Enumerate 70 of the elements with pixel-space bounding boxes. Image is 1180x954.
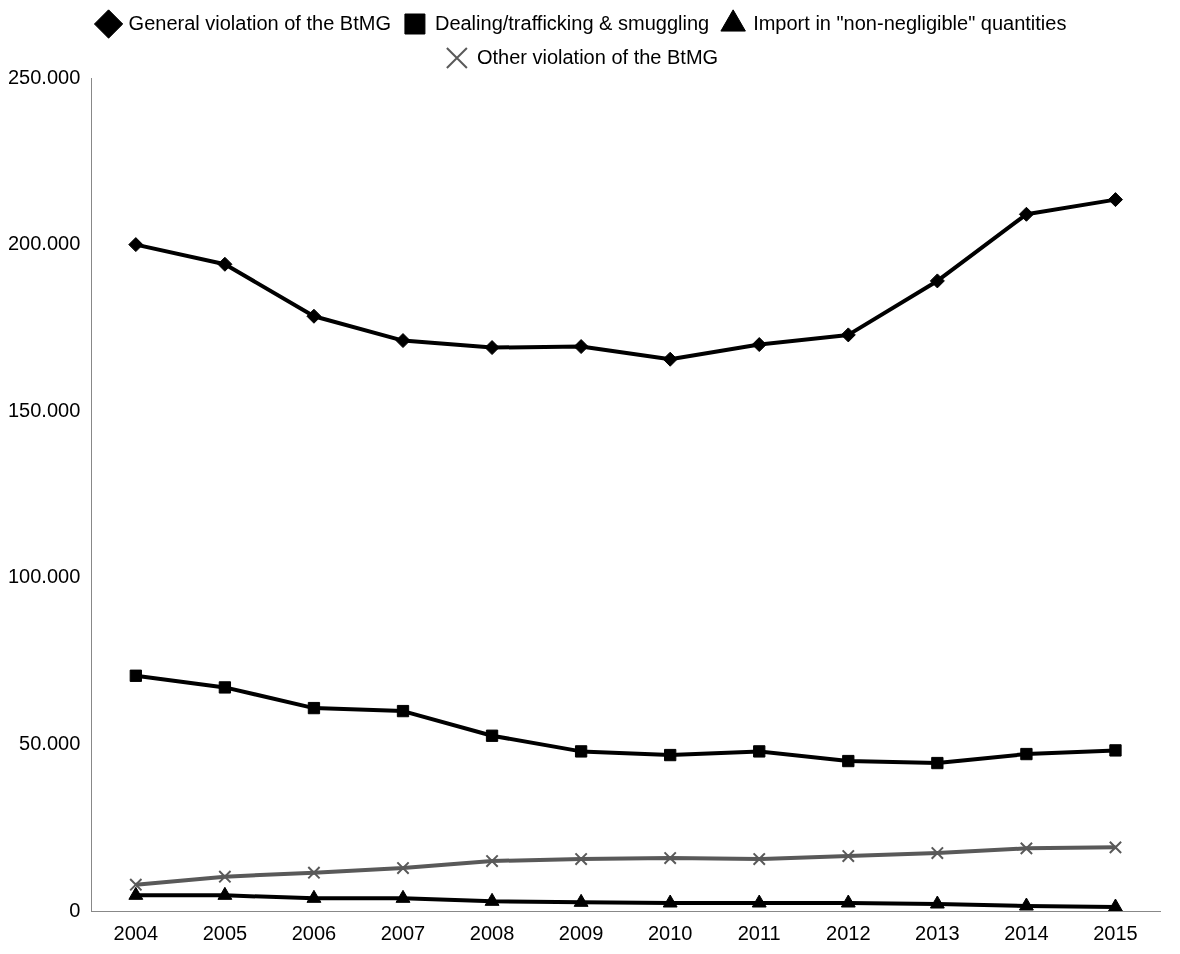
- point: [1109, 744, 1122, 757]
- point: [929, 895, 945, 909]
- point: [217, 886, 233, 900]
- x-tick-label: 2010: [647, 921, 693, 944]
- point: [1020, 747, 1033, 761]
- x-tick-label: 2011: [737, 921, 781, 944]
- point: [1108, 898, 1123, 911]
- x-tick-label: 2007: [380, 921, 426, 944]
- point: [307, 701, 321, 715]
- y-tick-label: 200.000: [8, 232, 81, 255]
- legend-label: Import in "non-negligible" quantities: [753, 11, 1067, 34]
- legend-label: General violation of the BtMG: [128, 11, 391, 34]
- point: [395, 333, 411, 349]
- x-tick-label: 2014: [1004, 921, 1049, 944]
- point: [307, 866, 321, 880]
- point: [662, 894, 678, 908]
- point: [574, 745, 588, 758]
- x-tick-label: 2004: [113, 921, 159, 944]
- point: [128, 886, 144, 900]
- point: [573, 893, 589, 907]
- legend-label: Dealing/trafficking & smuggling: [434, 11, 710, 34]
- point: [751, 337, 767, 353]
- legend-label: Other violation of the BtMG: [476, 45, 719, 68]
- point: [217, 256, 233, 272]
- y-tick-label: 50.000: [19, 731, 81, 754]
- point: [842, 754, 855, 768]
- x-tick-label: 2006: [291, 921, 337, 944]
- point: [574, 852, 588, 866]
- x-tick-label: 2015: [1093, 921, 1138, 944]
- point: [395, 889, 411, 903]
- y-tick-label: 150.000: [8, 398, 81, 421]
- point: [664, 748, 677, 762]
- x-tick-label: 2005: [202, 921, 248, 944]
- point: [306, 308, 322, 324]
- point: [485, 729, 499, 742]
- point: [1108, 840, 1123, 855]
- point: [484, 892, 500, 906]
- point: [396, 704, 410, 718]
- y-tick-label: 0: [69, 898, 81, 921]
- point: [1018, 206, 1034, 222]
- point: [573, 339, 589, 355]
- point: [930, 846, 945, 860]
- x-tick-label: 2008: [469, 921, 515, 944]
- point: [931, 756, 944, 770]
- point: [129, 669, 142, 682]
- point: [841, 849, 855, 863]
- point: [663, 851, 677, 865]
- point: [218, 870, 232, 884]
- point: [484, 340, 500, 356]
- x-tick-label: 2009: [558, 921, 604, 944]
- point: [128, 237, 144, 253]
- point: [840, 327, 856, 343]
- y-tick-label: 100.000: [8, 565, 81, 588]
- point: [485, 854, 499, 868]
- point: [662, 351, 678, 367]
- point: [1107, 192, 1123, 208]
- point: [752, 852, 766, 866]
- x-tick-label: 2013: [915, 921, 960, 944]
- point: [218, 681, 232, 694]
- point: [753, 745, 766, 758]
- point: [929, 273, 945, 289]
- point: [306, 889, 322, 903]
- x-tick-label: 2012: [826, 921, 871, 944]
- point: [1018, 897, 1034, 911]
- point: [396, 861, 410, 875]
- point: [129, 878, 143, 892]
- point: [751, 894, 767, 908]
- y-tick-label: 250.000: [8, 65, 81, 88]
- point: [1019, 841, 1034, 856]
- point: [840, 894, 856, 908]
